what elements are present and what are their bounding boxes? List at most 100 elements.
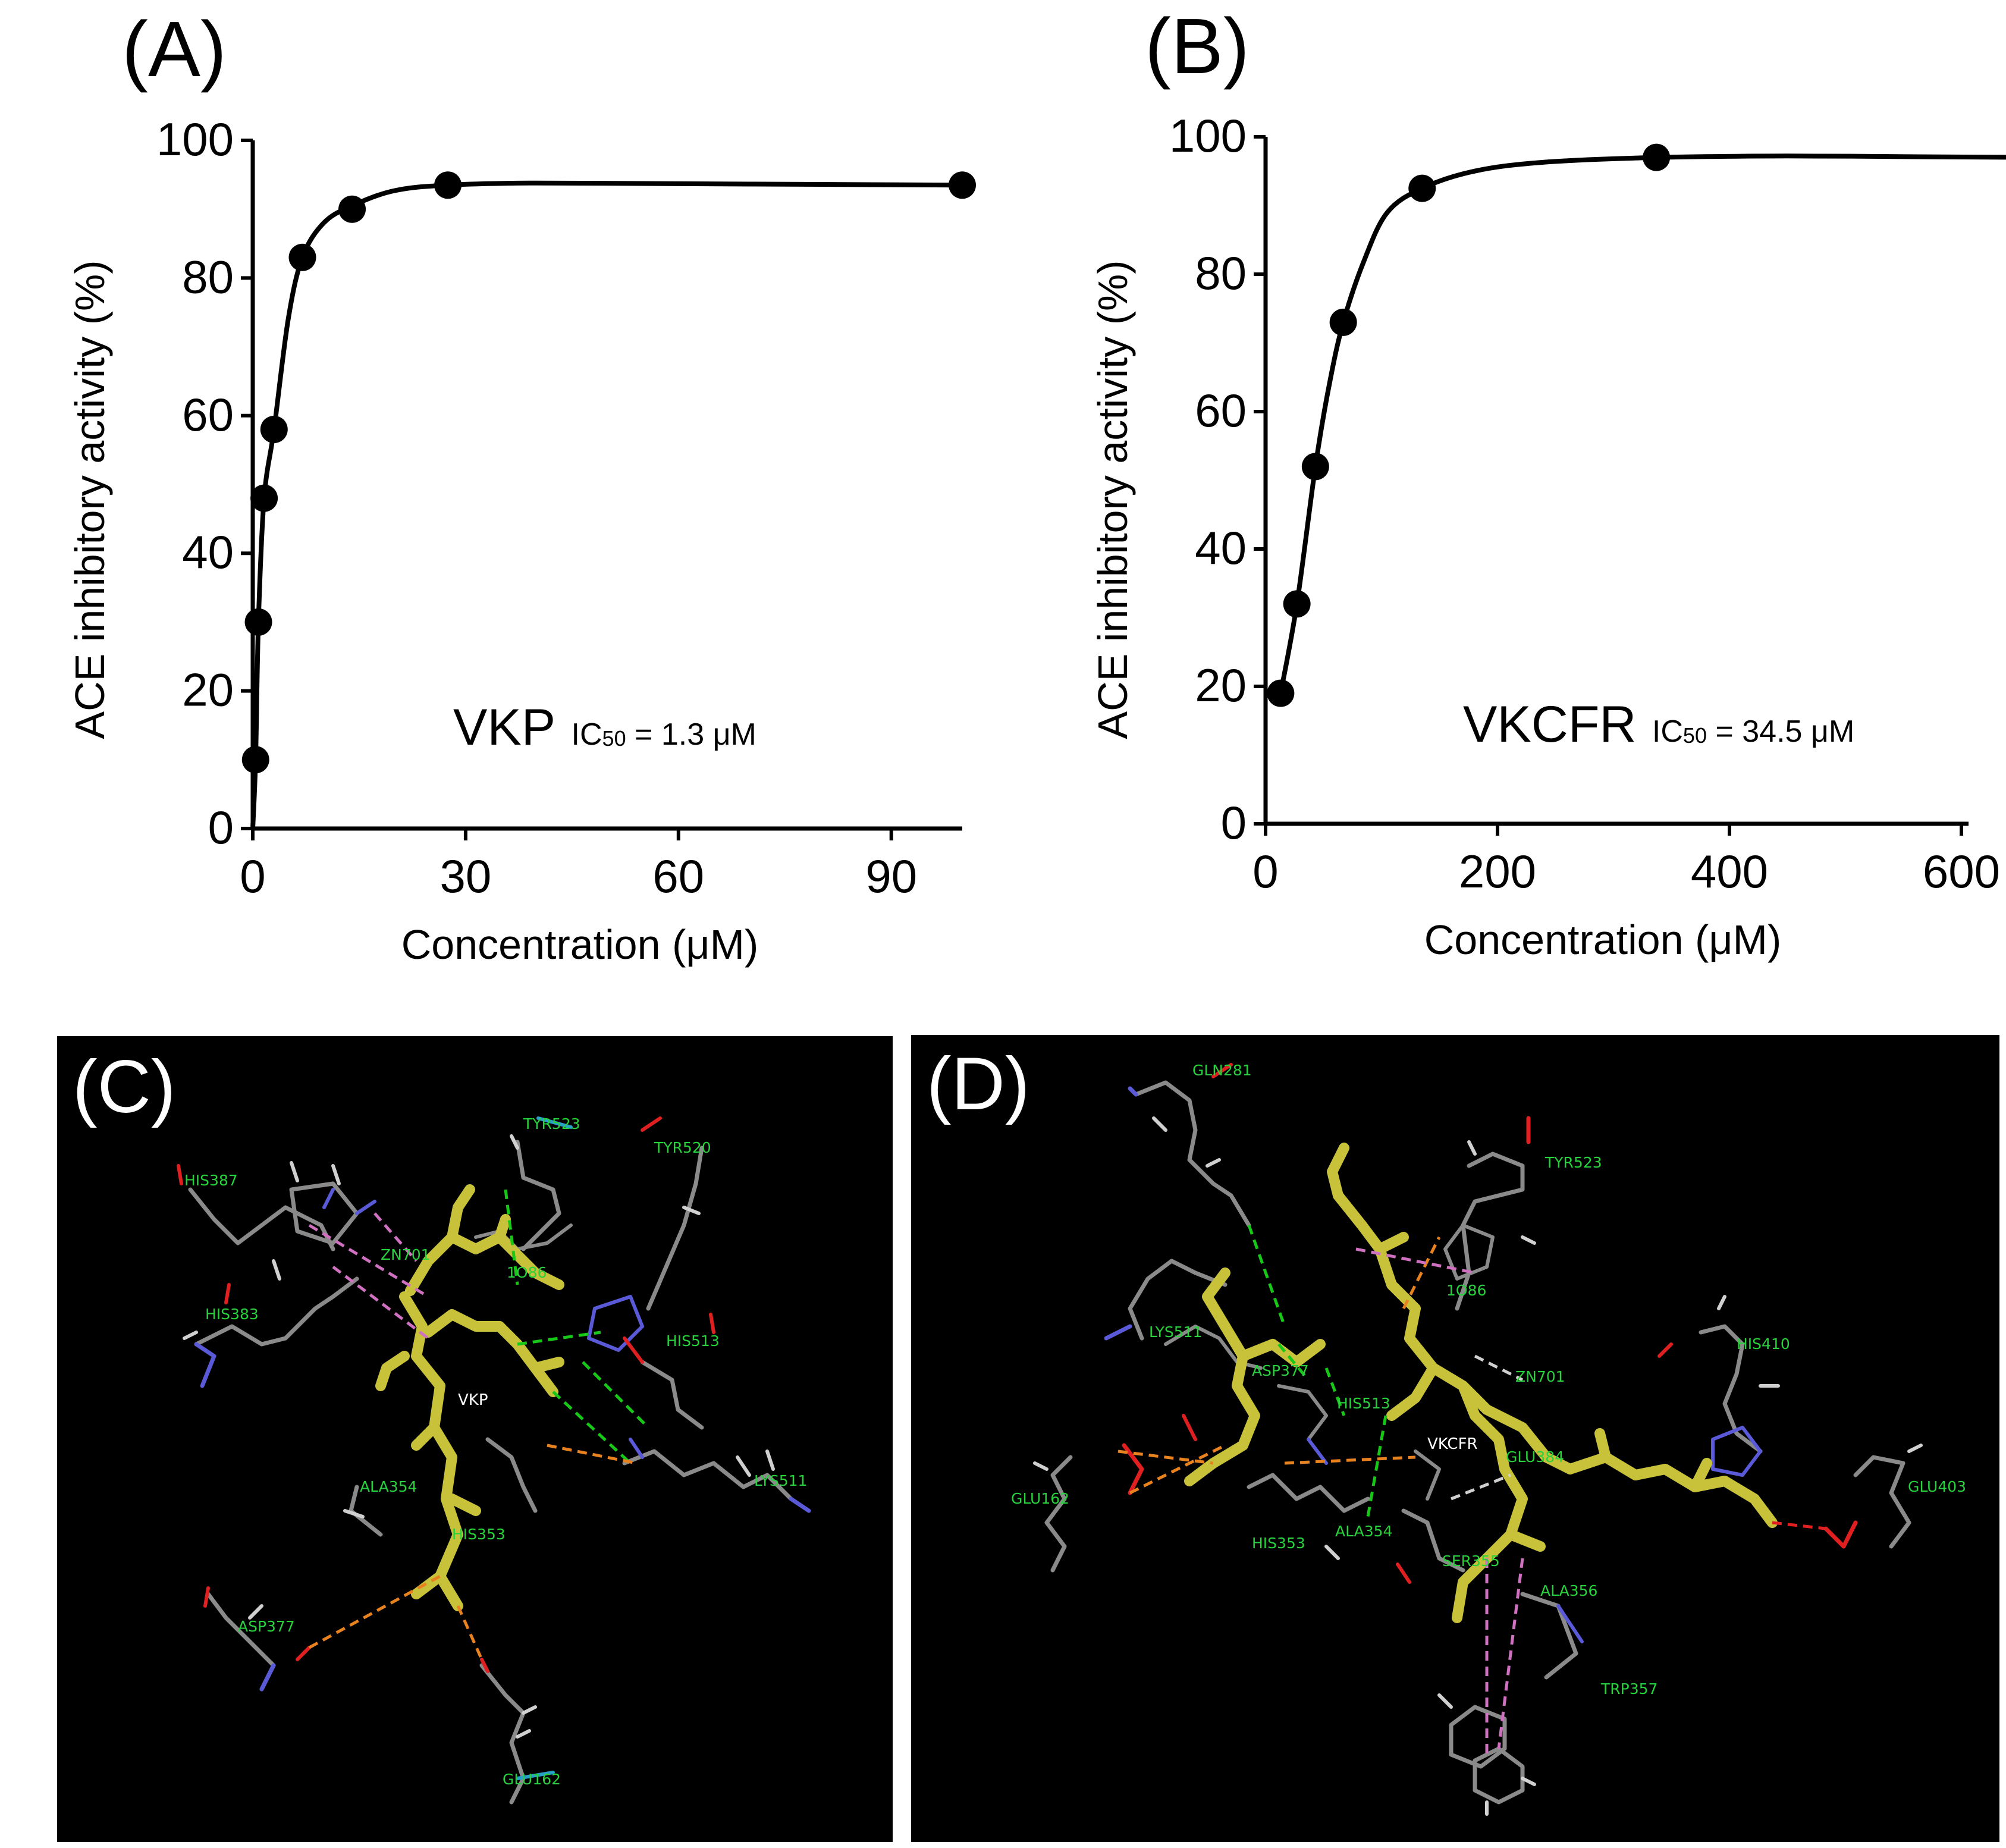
residue-label-tyr523-c: TYR523 bbox=[523, 1115, 580, 1132]
chart-a-y-tick-label: 20 bbox=[182, 664, 234, 716]
chart-a-data-point bbox=[288, 243, 316, 271]
panel-c-interactions bbox=[308, 1189, 649, 1661]
chart-b-x-tick-label: 400 bbox=[1691, 845, 1768, 898]
chart-a-data-point bbox=[250, 484, 278, 512]
chart-b-y-tick-label: 20 bbox=[1195, 659, 1247, 711]
residue-label-asp377-c: ASP377 bbox=[238, 1618, 295, 1635]
chart-a-data-point bbox=[260, 415, 288, 443]
chart-b-ic50-value: = 34.5 μM bbox=[1707, 714, 1854, 749]
residue-label-gln281-d: GLN281 bbox=[1192, 1062, 1252, 1079]
panel-d-interactions bbox=[1117, 1225, 1826, 1755]
panel-a-chart: (A) 0 20 40 60 80 100 0 30 60 90 Concentration (μ… bbox=[67, 5, 976, 968]
chart-a-x-tick-label: 0 bbox=[240, 850, 265, 902]
panel-a-letter: (A) bbox=[122, 5, 227, 93]
residue-label-his387-c: HIS387 bbox=[184, 1172, 238, 1189]
chart-a-x-tick-label: 90 bbox=[865, 850, 917, 902]
residue-label-tyr520-c: TYR520 bbox=[654, 1139, 711, 1156]
chart-a-y-tick-label: 80 bbox=[182, 250, 234, 303]
residue-label-his513-c: HIS513 bbox=[666, 1332, 720, 1350]
residue-label-his513-d: HIS513 bbox=[1337, 1395, 1390, 1412]
panel-c-background bbox=[57, 1036, 893, 1842]
chart-b-y-tick-label: 0 bbox=[1221, 796, 1247, 849]
residue-label-lys511-d: LYS511 bbox=[1149, 1323, 1202, 1341]
chart-b-data-point bbox=[1408, 174, 1436, 202]
chart-b-data-point bbox=[1643, 143, 1671, 171]
panel-d-docking: (D) VKCFR GLN281 TYR523 1O86 LYS511 ASP3… bbox=[911, 1035, 1999, 1842]
residue-label-lys511-c: LYS511 bbox=[754, 1472, 807, 1489]
residue-label-ala354-d: ALA354 bbox=[1335, 1523, 1392, 1540]
chart-b-annotation: VKCFR IC50 = 34.5 μM bbox=[1463, 696, 1854, 753]
chart-a-ic50-label: IC bbox=[572, 717, 602, 752]
panel-c-hydrogens bbox=[183, 1134, 775, 1739]
residue-label-ala356-d: ALA356 bbox=[1540, 1582, 1597, 1599]
chart-b-data-point bbox=[1283, 590, 1311, 618]
plot-a: 0 20 40 60 80 100 0 30 60 90 bbox=[156, 113, 976, 902]
residue-label-trp357-d: TRP357 bbox=[1600, 1680, 1657, 1698]
residue-label-1o86-d: 1O86 bbox=[1446, 1282, 1486, 1299]
chart-b-ylabel: ACE inhibitory activity (%) bbox=[1090, 260, 1136, 739]
panel-c-residue-sticks bbox=[177, 1116, 811, 1805]
panel-d-ligand-label: VKCFR bbox=[1427, 1435, 1478, 1453]
panel-b-chart: (B) 0 20 40 60 80 100 0 200 400 600 Concentration… bbox=[1090, 2, 2006, 963]
residue-label-his353-d: HIS353 bbox=[1252, 1535, 1305, 1552]
chart-a-data-point bbox=[949, 171, 976, 199]
panel-d-hydrogens bbox=[1033, 1116, 1923, 1816]
panel-c-ligand-label: VKP bbox=[458, 1391, 488, 1409]
chart-a-ylabel: ACE inhibitory activity (%) bbox=[67, 260, 113, 739]
panel-c-residue-labels: TYR523 TYR520 HIS387 ZN701 1O86 HIS383 H… bbox=[184, 1115, 807, 1788]
residue-label-his410-d: HIS410 bbox=[1737, 1335, 1790, 1353]
residue-label-tyr523-d: TYR523 bbox=[1544, 1154, 1602, 1171]
chart-a-y-tick-label: 100 bbox=[156, 113, 234, 165]
panel-c-docking: (C) VKP TYR523 TYR520 HIS387 ZN701 1O86 … bbox=[57, 1036, 893, 1842]
residue-label-zn701-c: ZN701 bbox=[381, 1246, 431, 1263]
residue-label-his353-c: HIS353 bbox=[452, 1526, 506, 1543]
chart-a-y-tick-label: 60 bbox=[182, 388, 234, 441]
chart-a-data-point bbox=[338, 195, 366, 223]
chart-b-y-tick-label: 40 bbox=[1195, 522, 1247, 574]
plot-b: 0 20 40 60 80 100 0 200 400 600 bbox=[1169, 109, 2006, 898]
panel-d-residue-labels: GLN281 TYR523 1O86 LYS511 ASP377 HIS410 … bbox=[1011, 1062, 1966, 1698]
chart-a-xlabel: Concentration (μM) bbox=[401, 921, 759, 968]
chart-b-data-point bbox=[1267, 679, 1295, 707]
chart-b-x-tick-label: 200 bbox=[1459, 845, 1536, 898]
residue-label-glu162-d: GLU162 bbox=[1011, 1490, 1069, 1507]
chart-b-data-point bbox=[1329, 308, 1357, 336]
chart-b-y-tick-label: 100 bbox=[1169, 109, 1247, 162]
panel-b-letter: (B) bbox=[1145, 2, 1250, 90]
chart-b-peptide-name: VKCFR bbox=[1463, 696, 1636, 753]
panel-d-letter: (D) bbox=[927, 1043, 1030, 1125]
residue-label-glu384-d: GLU384 bbox=[1506, 1448, 1564, 1466]
panel-d-background bbox=[911, 1035, 1999, 1842]
panel-c-letter: (C) bbox=[73, 1046, 176, 1128]
chart-a-x-tick-label: 60 bbox=[652, 850, 704, 902]
residue-label-zn701-d: ZN701 bbox=[1515, 1368, 1565, 1385]
chart-b-xlabel: Concentration (μM) bbox=[1424, 917, 1782, 963]
chart-a-annotation: VKP IC50 = 1.3 μM bbox=[453, 699, 756, 756]
chart-b-ic50-label: IC bbox=[1652, 714, 1683, 749]
residue-label-ser355-d: SER355 bbox=[1442, 1552, 1500, 1570]
chart-b-x-tick-label: 0 bbox=[1252, 845, 1278, 898]
residue-label-glu403-d: GLU403 bbox=[1908, 1478, 1966, 1495]
chart-b-data-point bbox=[1301, 453, 1329, 481]
chart-a-data-point bbox=[434, 171, 462, 199]
residue-label-asp377-d: ASP377 bbox=[1252, 1362, 1309, 1379]
chart-b-ic50-sub: 50 bbox=[1683, 723, 1707, 748]
chart-a-y-tick-label: 40 bbox=[182, 526, 234, 578]
residue-label-1o86-c: 1O86 bbox=[507, 1264, 547, 1281]
panel-d-ligand bbox=[1184, 1143, 1778, 1623]
chart-b-y-tick-label: 80 bbox=[1195, 247, 1247, 299]
chart-a-y-tick-label: 0 bbox=[208, 801, 234, 854]
residue-label-glu162-c: GLU162 bbox=[503, 1771, 561, 1788]
panel-c-ligand bbox=[375, 1184, 564, 1611]
chart-a-fit-curve bbox=[250, 180, 963, 829]
residue-label-his383-c: HIS383 bbox=[205, 1306, 259, 1323]
chart-a-peptide-name: VKP bbox=[453, 699, 555, 756]
panel-d-residue-sticks bbox=[1044, 1063, 1911, 1805]
chart-a-ic50-value: = 1.3 μM bbox=[626, 717, 756, 752]
residue-label-ala354-c: ALA354 bbox=[360, 1478, 417, 1495]
chart-a-ic50-sub: 50 bbox=[602, 726, 626, 751]
chart-a-data-point bbox=[244, 608, 272, 636]
chart-b-y-tick-label: 60 bbox=[1195, 384, 1247, 437]
chart-a-data-point bbox=[241, 746, 269, 774]
